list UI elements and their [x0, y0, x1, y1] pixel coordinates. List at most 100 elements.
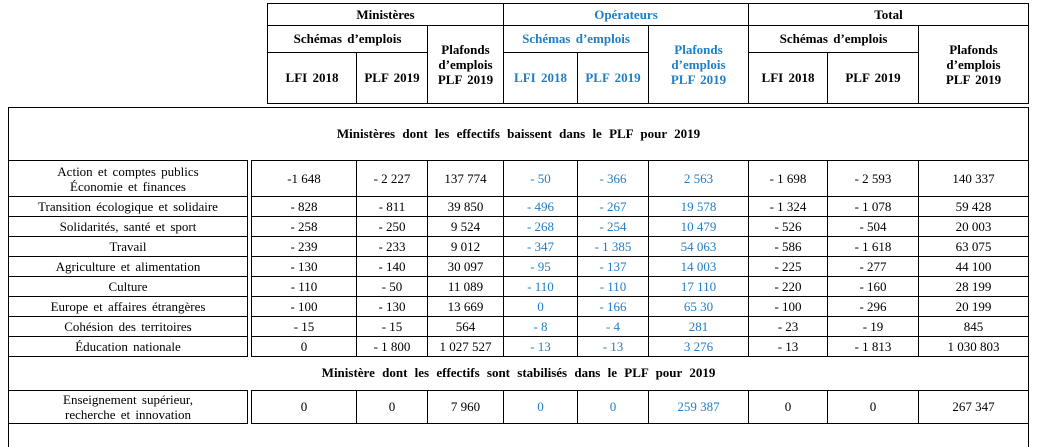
section-banner-stabilises: Ministère dont les effectifs sont stabil… — [321, 365, 716, 380]
cell-value: 0 — [577, 390, 649, 424]
row-label: Europe et affaires étrangères — [8, 296, 248, 317]
row-label: Agriculture et alimentation — [8, 256, 248, 277]
row-label-column-section1: Action et comptes publics Économie et fi… — [8, 160, 248, 357]
cell-value: - 13 — [503, 336, 578, 357]
cell-value: 65 30 — [648, 296, 749, 317]
col-header-ministeres-plf2019: PLF 2019 — [356, 52, 428, 104]
col-header-operateurs-lfi2018: LFI 2018 — [503, 52, 578, 104]
cell-value: - 366 — [577, 160, 649, 197]
cell-value: - 50 — [356, 276, 428, 297]
cell-value: - 1 385 — [577, 236, 649, 257]
cell-value: 20 199 — [918, 296, 1029, 317]
cell-value: - 233 — [356, 236, 428, 257]
cell-value: - 526 — [748, 216, 828, 237]
row-label: Éducation nationale — [8, 336, 248, 357]
cell-value: 7 960 — [427, 390, 504, 424]
group-header-total: Total — [748, 3, 1029, 26]
cell-value: - 4 — [577, 316, 649, 337]
cell-value: 30 097 — [427, 256, 504, 277]
subheader-total-schemas: Schémas d’emplois — [748, 25, 919, 53]
col-header-total-plf2019: PLF 2019 — [827, 52, 919, 104]
cell-value: - 137 — [577, 256, 649, 277]
cell-value: 0 — [503, 296, 578, 317]
cell-value: 281 — [648, 316, 749, 337]
table-row: - 110 - 50 11 089 - 110 - 110 17 110 - 2… — [251, 276, 1029, 297]
cell-value: - 1 078 — [827, 196, 919, 217]
cell-value: - 100 — [748, 296, 828, 317]
table-row: - 828 - 811 39 850 - 496 - 267 19 578 - … — [251, 196, 1029, 217]
cell-value: - 586 — [748, 236, 828, 257]
row-label: Solidarités, santé et sport — [8, 216, 248, 237]
table-row: - 15 - 15 564 - 8 - 4 281 - 23 - 19 845 — [251, 316, 1029, 337]
cell-value: 11 089 — [427, 276, 504, 297]
cell-value: - 13 — [748, 336, 828, 357]
cell-value: 267 347 — [918, 390, 1029, 424]
cell-value: 28 199 — [918, 276, 1029, 297]
cell-value: - 1 800 — [356, 336, 428, 357]
table-row: - 239 - 233 9 012 - 347 - 1 385 54 063 -… — [251, 236, 1029, 257]
cell-value: 0 — [827, 390, 919, 424]
row-label: Transition écologique et solidaire — [8, 196, 248, 217]
cell-value: - 220 — [748, 276, 828, 297]
cell-value: - 110 — [251, 276, 357, 297]
column-header-table: Ministères Opérateurs Total Schémas d’em… — [267, 3, 1029, 104]
cell-value: 44 100 — [918, 256, 1029, 277]
cell-value: 39 850 — [427, 196, 504, 217]
cell-value: - 277 — [827, 256, 919, 277]
cell-value: 3 276 — [648, 336, 749, 357]
cell-value: - 140 — [356, 256, 428, 277]
cell-value: - 8 — [503, 316, 578, 337]
table-row: - 100 - 130 13 669 0 - 166 65 30 - 100 -… — [251, 296, 1029, 317]
cell-value: - 811 — [356, 196, 428, 217]
cell-value: 0 — [503, 390, 578, 424]
cell-value: - 130 — [251, 256, 357, 277]
cell-value: - 258 — [251, 216, 357, 237]
cell-value: - 239 — [251, 236, 357, 257]
cell-value: 13 669 — [427, 296, 504, 317]
row-label-column-section2: Enseignement supérieur, recherche et inn… — [8, 390, 248, 424]
cell-value: 20 003 — [918, 216, 1029, 237]
cell-value: 1 030 803 — [918, 336, 1029, 357]
cell-value: 14 003 — [648, 256, 749, 277]
cell-value: - 166 — [577, 296, 649, 317]
col-header-operateurs-plf2019: PLF 2019 — [577, 52, 649, 104]
cell-value: - 1 324 — [748, 196, 828, 217]
subheader-ministeres-schemas: Schémas d’emplois — [267, 25, 428, 53]
cell-value: - 254 — [577, 216, 649, 237]
cell-value: 1 027 527 — [427, 336, 504, 357]
row-label: Cohésion des territoires — [8, 316, 248, 337]
cell-value: 0 — [251, 390, 357, 424]
cell-value: 137 774 — [427, 160, 504, 197]
cell-value: - 50 — [503, 160, 578, 197]
subheader-total-plafonds: Plafonds d’emplois PLF 2019 — [918, 25, 1029, 104]
cell-value: - 160 — [827, 276, 919, 297]
group-header-ministeres: Ministères — [267, 3, 504, 26]
table-row: 0 - 1 800 1 027 527 - 13 - 13 3 276 - 13… — [251, 336, 1029, 357]
row-label: Action et comptes publics Économie et fi… — [8, 160, 248, 197]
budget-table-page: Ministères Opérateurs Total Schémas d’em… — [8, 3, 1029, 447]
cell-value: 0 — [748, 390, 828, 424]
cell-value: 9 012 — [427, 236, 504, 257]
cell-value: 259 387 — [648, 390, 749, 424]
cell-value: - 296 — [827, 296, 919, 317]
cell-value: - 2 227 — [356, 160, 428, 197]
row-label: Culture — [8, 276, 248, 297]
cell-value: - 225 — [748, 256, 828, 277]
cell-value: - 110 — [503, 276, 578, 297]
cell-value: - 1 618 — [827, 236, 919, 257]
table-row: -1 648 - 2 227 137 774 - 50 - 366 2 563 … — [251, 160, 1029, 197]
cell-value: 9 524 — [427, 216, 504, 237]
cell-value: - 13 — [577, 336, 649, 357]
table-row: - 130 - 140 30 097 - 95 - 137 14 003 - 2… — [251, 256, 1029, 277]
cell-value: 2 563 — [648, 160, 749, 197]
cell-value: - 100 — [251, 296, 357, 317]
cell-value: - 828 — [251, 196, 357, 217]
cell-value: 0 — [356, 390, 428, 424]
cell-value: 0 — [251, 336, 357, 357]
data-table-section1: -1 648 - 2 227 137 774 - 50 - 366 2 563 … — [251, 160, 1029, 357]
col-header-ministeres-lfi2018: LFI 2018 — [267, 52, 357, 104]
cell-value: 10 479 — [648, 216, 749, 237]
cell-value: - 504 — [827, 216, 919, 237]
cell-value: - 15 — [356, 316, 428, 337]
cell-value: - 19 — [827, 316, 919, 337]
